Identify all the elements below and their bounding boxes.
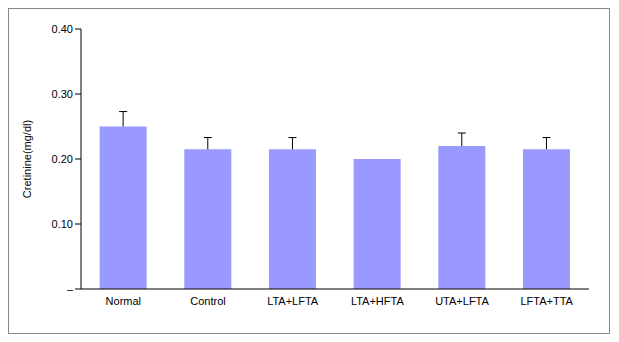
svg-text:LTA+HFTA: LTA+HFTA (351, 295, 405, 307)
svg-text:Control: Control (190, 295, 225, 307)
svg-text:Normal: Normal (106, 295, 141, 307)
svg-text:0.40: 0.40 (52, 23, 73, 35)
svg-text:0.10: 0.10 (52, 218, 73, 230)
svg-text:–: – (67, 283, 74, 295)
svg-text:LFTA+TTA: LFTA+TTA (520, 295, 573, 307)
svg-text:UTA+LFTA: UTA+LFTA (435, 295, 489, 307)
svg-text:LTA+LFTA: LTA+LFTA (267, 295, 319, 307)
svg-text:Cretinine(mg/dl): Cretinine(mg/dl) (21, 120, 33, 198)
svg-text:0.30: 0.30 (52, 88, 73, 100)
svg-text:0.20: 0.20 (52, 153, 73, 165)
